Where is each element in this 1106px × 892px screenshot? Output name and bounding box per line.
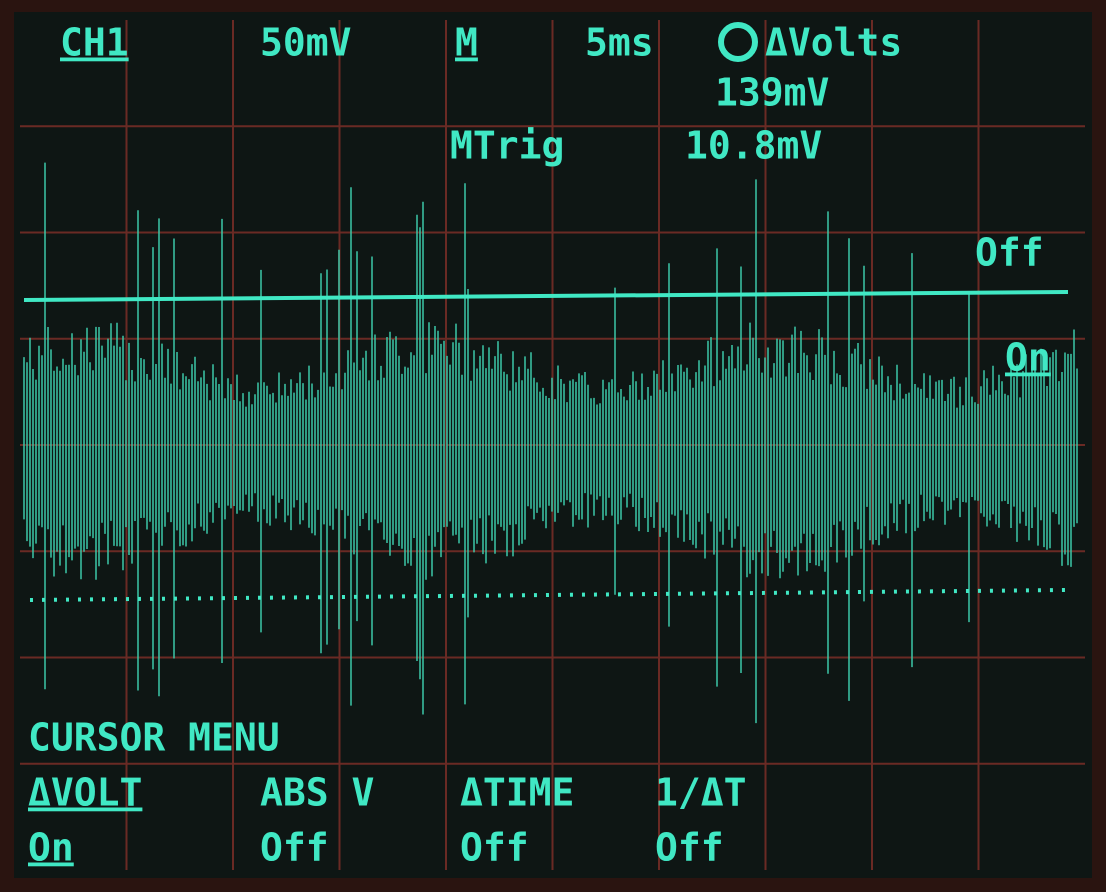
trigger-level: 10.8mV: [685, 124, 822, 168]
menu-item-label[interactable]: ABS V: [260, 771, 374, 815]
menu-item-state[interactable]: Off: [260, 826, 329, 870]
menu-item-label[interactable]: ΔTIME: [460, 771, 574, 815]
cursor-lower-label: On: [1005, 336, 1051, 380]
menu-item-state[interactable]: Off: [460, 826, 529, 870]
trigger-label: MTrig: [450, 124, 564, 168]
oscilloscope-screen: CH1 50mV M 5ms ΔVolts 139mV MTrig 10.8mV…: [0, 0, 1106, 892]
timebase-mode: M: [455, 21, 478, 65]
menu-item-label[interactable]: ΔVOLT: [28, 771, 142, 815]
channel: CH1: [60, 21, 129, 65]
volts-per-div: 50mV: [260, 21, 352, 65]
menu-item-state[interactable]: On: [28, 826, 74, 870]
cursor-function: ΔVolts: [765, 21, 902, 65]
cursor-upper-label: Off: [975, 231, 1044, 275]
time-per-div: 5ms: [585, 21, 654, 65]
menu-item-state[interactable]: Off: [655, 826, 724, 870]
menu-title: CURSOR MENU: [28, 716, 280, 760]
cursor-reading: 139mV: [715, 71, 829, 115]
menu-item-label[interactable]: 1/ΔT: [655, 771, 747, 815]
